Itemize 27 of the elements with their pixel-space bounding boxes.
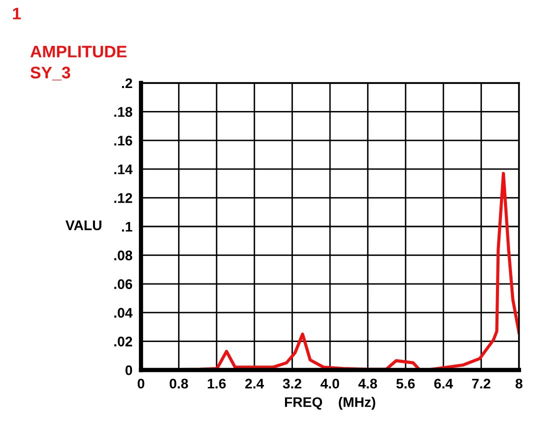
y-tick-label: .16: [114, 136, 132, 146]
y-tick-label: .2: [122, 78, 132, 88]
x-tick-label: 7.2: [472, 378, 490, 388]
y-tick-label: .06: [114, 279, 132, 290]
y-tick-label: .02: [114, 336, 132, 346]
y-tick-label: 0: [125, 365, 132, 376]
y-tick-label: .08: [114, 250, 132, 260]
x-tick-label: 1.6: [208, 378, 226, 389]
y-tick-label: .18: [114, 107, 132, 117]
chart-title: AMPLITUDE: [30, 46, 127, 58]
x-tick-label: 4.0: [320, 378, 340, 389]
y-tick-label: .04: [114, 308, 133, 318]
x-tick-label: 0: [138, 378, 144, 389]
y-tick-label: .1: [122, 222, 132, 232]
y-tick-label: .14: [114, 164, 133, 174]
text: 1: [13, 8, 21, 20]
x-tick-label: 0.8: [170, 378, 188, 389]
chart-subtitle: SY_3: [30, 66, 70, 80]
x-tick-label: 3.2: [282, 378, 302, 389]
x-tick-label: 4.8: [358, 378, 378, 389]
y-axis-title: VALU: [65, 220, 102, 230]
y-tick-label: .12: [114, 193, 132, 203]
x-tick-label: 6.4: [434, 378, 453, 389]
x-tick-label: 2.4: [245, 378, 264, 388]
x-tick-label: 5.6: [396, 378, 415, 389]
x-tick-label: 8: [516, 378, 522, 389]
x-axis-title: FREQ (MHz): [285, 396, 376, 410]
